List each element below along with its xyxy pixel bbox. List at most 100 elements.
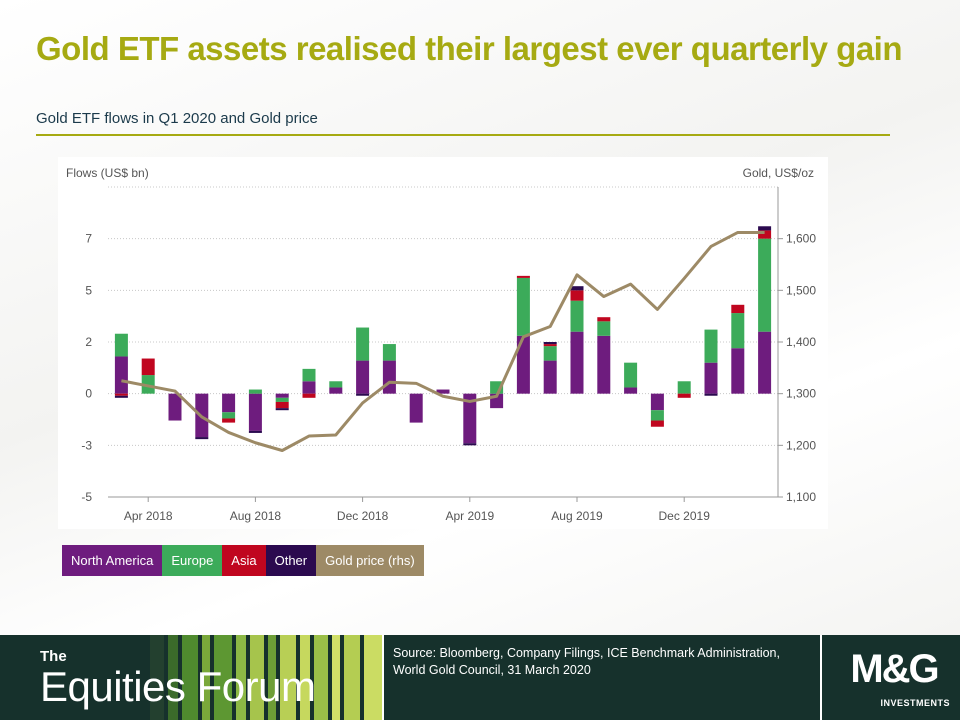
bar-other xyxy=(114,395,128,398)
bar-asia xyxy=(597,317,611,322)
right-axis-title: Gold, US$/oz xyxy=(743,166,814,180)
bar-asia xyxy=(114,393,128,396)
x-tick-label: Aug 2019 xyxy=(551,509,603,523)
right-tick-label: 1,400 xyxy=(786,335,816,349)
bar-europe xyxy=(677,381,691,394)
chart-panel: Flows (US$ bn) Gold, US$/oz 7 5 2 0 -3 -5 1,600 1… xyxy=(58,157,828,529)
bar-europe xyxy=(275,397,289,402)
bar-north-america xyxy=(114,356,128,394)
subtitle-divider xyxy=(36,134,890,136)
chart-legend: North America Europe Asia Other Gold price (… xyxy=(62,545,424,576)
bar-north-america xyxy=(704,362,718,394)
x-tick-label: Dec 2019 xyxy=(659,509,711,523)
bar-other xyxy=(570,286,584,291)
legend-item: Other xyxy=(265,545,317,576)
bar-north-america xyxy=(168,393,182,421)
bar-other xyxy=(463,443,477,446)
x-tick-label: Dec 2018 xyxy=(337,509,389,523)
bar-north-america xyxy=(624,387,638,394)
legend-item: Asia xyxy=(222,545,266,576)
bar-north-america xyxy=(329,387,343,394)
bar-north-america xyxy=(731,348,745,394)
left-axis-title: Flows (US$ bn) xyxy=(66,166,149,180)
mg-logo-text: M&G xyxy=(850,647,939,691)
x-tick-label: Apr 2019 xyxy=(445,509,494,523)
left-tick-label: -3 xyxy=(81,438,92,452)
slide-title: Gold ETF assets realised their largest e… xyxy=(36,30,903,67)
bar-asia xyxy=(302,393,316,398)
bar-north-america xyxy=(356,360,370,394)
bar-asia xyxy=(758,230,772,239)
bar-europe xyxy=(516,277,530,336)
bar-other xyxy=(275,408,289,411)
bar-north-america xyxy=(275,393,289,398)
bar-north-america xyxy=(222,393,236,413)
left-tick-label: -5 xyxy=(81,490,92,504)
x-tick-label: Aug 2018 xyxy=(230,509,282,523)
left-tick-label: 2 xyxy=(85,335,92,349)
bar-asia xyxy=(222,418,236,423)
bar-europe xyxy=(731,313,745,349)
bar-europe xyxy=(704,329,718,363)
right-tick-label: 1,100 xyxy=(786,490,816,504)
legend-item: North America xyxy=(62,545,163,576)
right-tick-label: 1,200 xyxy=(786,438,816,452)
right-tick-label: 1,600 xyxy=(786,232,816,246)
bar-north-america xyxy=(650,393,664,411)
bar-europe xyxy=(248,389,262,394)
left-tick-label: 7 xyxy=(85,232,92,246)
bar-north-america xyxy=(543,360,557,394)
chart-subtitle: Gold ETF flows in Q1 2020 and Gold price xyxy=(36,110,318,127)
bar-asia xyxy=(570,290,584,301)
bar-europe xyxy=(141,375,155,394)
bar-north-america xyxy=(436,389,450,394)
bar-europe xyxy=(329,381,343,388)
brand-prefix: The xyxy=(40,648,67,665)
footer-divider xyxy=(382,635,384,720)
bar-north-america xyxy=(516,335,530,394)
bar-europe xyxy=(597,321,611,336)
bar-asia xyxy=(141,358,155,376)
bar-europe xyxy=(650,410,664,421)
bar-north-america xyxy=(302,381,316,394)
bar-other xyxy=(704,393,718,396)
bar-europe xyxy=(302,368,316,382)
bar-europe xyxy=(382,344,396,361)
bar-europe xyxy=(758,238,772,332)
bar-europe xyxy=(543,346,557,361)
source-note: Source: Bloomberg, Company Filings, ICE … xyxy=(393,646,780,677)
footer-bar: The Equities Forum Source: Bloomberg, Co… xyxy=(0,635,960,720)
bar-other xyxy=(543,342,557,345)
bar-north-america xyxy=(382,360,396,394)
bar-asia xyxy=(650,420,664,427)
bar-asia xyxy=(731,304,745,314)
bar-other xyxy=(248,430,262,433)
x-tick-label: Apr 2018 xyxy=(124,509,173,523)
bar-north-america xyxy=(570,331,584,394)
flows-chart: Flows (US$ bn) Gold, US$/oz 7 5 2 0 -3 -5 1,600 1… xyxy=(66,166,816,523)
legend-item: Gold price (rhs) xyxy=(316,545,424,576)
bar-other xyxy=(195,437,209,440)
footer-stripes xyxy=(150,635,382,720)
brand-name: Equities Forum xyxy=(40,663,316,710)
bar-asia xyxy=(677,393,691,398)
bar-north-america xyxy=(463,393,477,444)
bar-north-america xyxy=(248,393,262,431)
right-tick-label: 1,300 xyxy=(786,387,816,401)
footer-divider xyxy=(820,635,822,720)
right-tick-label: 1,500 xyxy=(786,283,816,297)
bar-europe xyxy=(356,327,370,361)
legend-item: Europe xyxy=(162,545,223,576)
bar-europe xyxy=(114,333,128,357)
bar-europe xyxy=(222,412,236,419)
gold-price-line xyxy=(121,230,765,452)
left-tick-label: 5 xyxy=(85,283,92,297)
bar-asia xyxy=(275,401,289,409)
bar-asia xyxy=(516,275,530,278)
bar-other xyxy=(758,226,772,231)
bar-north-america xyxy=(409,393,423,423)
mg-logo: M&G INVESTMENTS xyxy=(838,643,950,713)
bar-north-america xyxy=(597,335,611,394)
bar-north-america xyxy=(758,331,772,394)
bar-asia xyxy=(543,344,557,347)
